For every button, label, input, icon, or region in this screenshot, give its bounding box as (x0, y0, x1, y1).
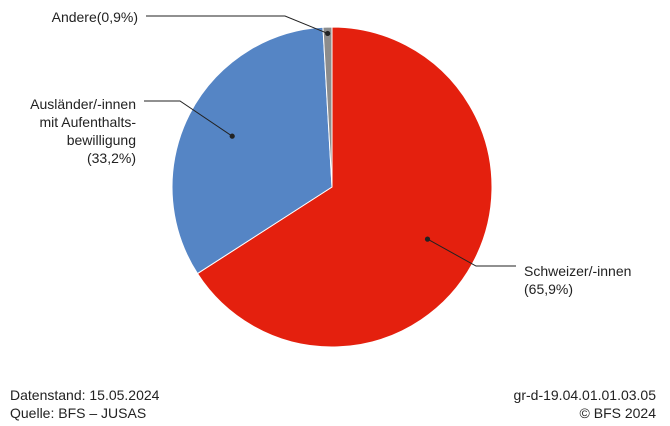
copyright: © BFS 2024 (579, 405, 656, 421)
pie-slices (171, 26, 493, 348)
data-source: Quelle: BFS – JUSAS (10, 405, 147, 421)
footer-left: Datenstand: 15.05.2024 Quelle: BFS – JUS… (10, 386, 159, 422)
leader-line-andere (146, 15, 328, 34)
pie-slice-andere (322, 26, 333, 188)
slice-labels: Schweizer/-innen (65,9%) Ausländer/-innen m… (30, 9, 631, 297)
pie-chart: Schweizer/-innen (65,9%) Ausländer/-innen m… (30, 9, 631, 348)
pie-slice-auslaender (171, 26, 333, 275)
leader-line-auslaender (144, 100, 233, 137)
leader-dot-auslaender (229, 133, 235, 139)
leader-lines (144, 15, 516, 267)
data-date: Datenstand: 15.05.2024 (10, 387, 160, 403)
leader-dot-andere (325, 30, 331, 37)
leader-dot-schweizer (424, 236, 431, 242)
slice-label-schweizer: Schweizer/-innen (65,9%) (524, 263, 631, 297)
footer-right: gr-d-19.04.01.01.03.05 © BFS 2024 (514, 386, 656, 422)
slice-label-andere: Andere(0,9%) (52, 9, 138, 25)
slice-label-auslaender: Ausländer/-innen mit Aufenthalts-bewillig… (30, 96, 136, 166)
leader-line-schweizer (427, 238, 516, 267)
chart-code: gr-d-19.04.01.01.03.05 (513, 387, 656, 403)
